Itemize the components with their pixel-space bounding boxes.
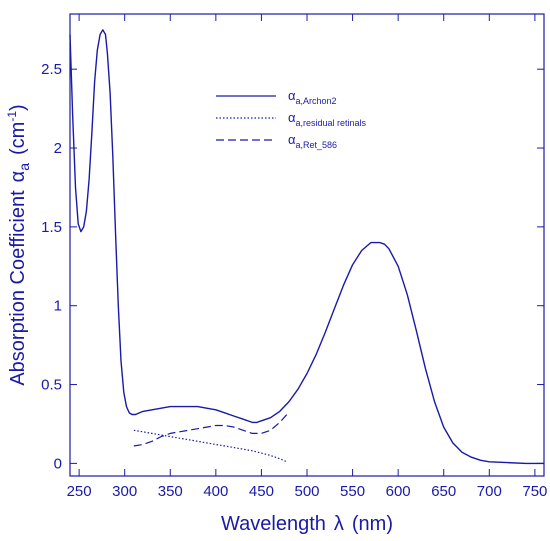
legend-label: αa,residual retinals [288,110,367,128]
x-tick-label: 400 [203,483,228,500]
x-tick-label: 350 [158,483,183,500]
series-line-solid [69,29,544,465]
y-tick-label: 0 [54,455,62,472]
series-line-dashed [133,414,288,447]
legend-entry: αa,residual retinals [216,110,367,128]
plot-frame [69,13,545,477]
y-tick-label: 2 [54,140,62,157]
y-tick-label: 1 [54,298,62,315]
legend-label: αa,Ret_586 [288,132,337,150]
series-layer [69,29,544,465]
x-axis-ticks: 250 300 350 400 450 500 550 600 650 700 750 [67,14,547,500]
y-tick-label: 2.5 [41,61,62,78]
x-tick-label: 300 [112,483,137,500]
y-axis-ticks: 0 0.5 1 1.5 2 2.5 [41,61,544,472]
y-axis-title: Absorption Coefficientαa(cm-1) [5,104,32,385]
x-tick-label: 750 [522,483,547,500]
x-tick-label: 250 [67,483,92,500]
legend-label: αa,Archon2 [288,88,337,106]
legend-entry: αa,Ret_586 [216,132,337,150]
x-tick-label: 450 [249,483,274,500]
y-tick-label: 1.5 [41,219,62,236]
x-tick-label: 700 [477,483,502,500]
x-tick-label: 550 [340,483,365,500]
legend: αa,Archon2 αa,residual retinals αa,Ret_5… [216,88,367,150]
series-line-dotted [133,429,288,463]
x-tick-label: 650 [431,483,456,500]
x-tick-label: 500 [294,483,319,500]
x-tick-label: 600 [386,483,411,500]
legend-entry: αa,Archon2 [216,88,337,106]
y-tick-label: 0.5 [41,377,62,394]
x-axis-title: Wavelength λ (nm) [221,513,393,535]
